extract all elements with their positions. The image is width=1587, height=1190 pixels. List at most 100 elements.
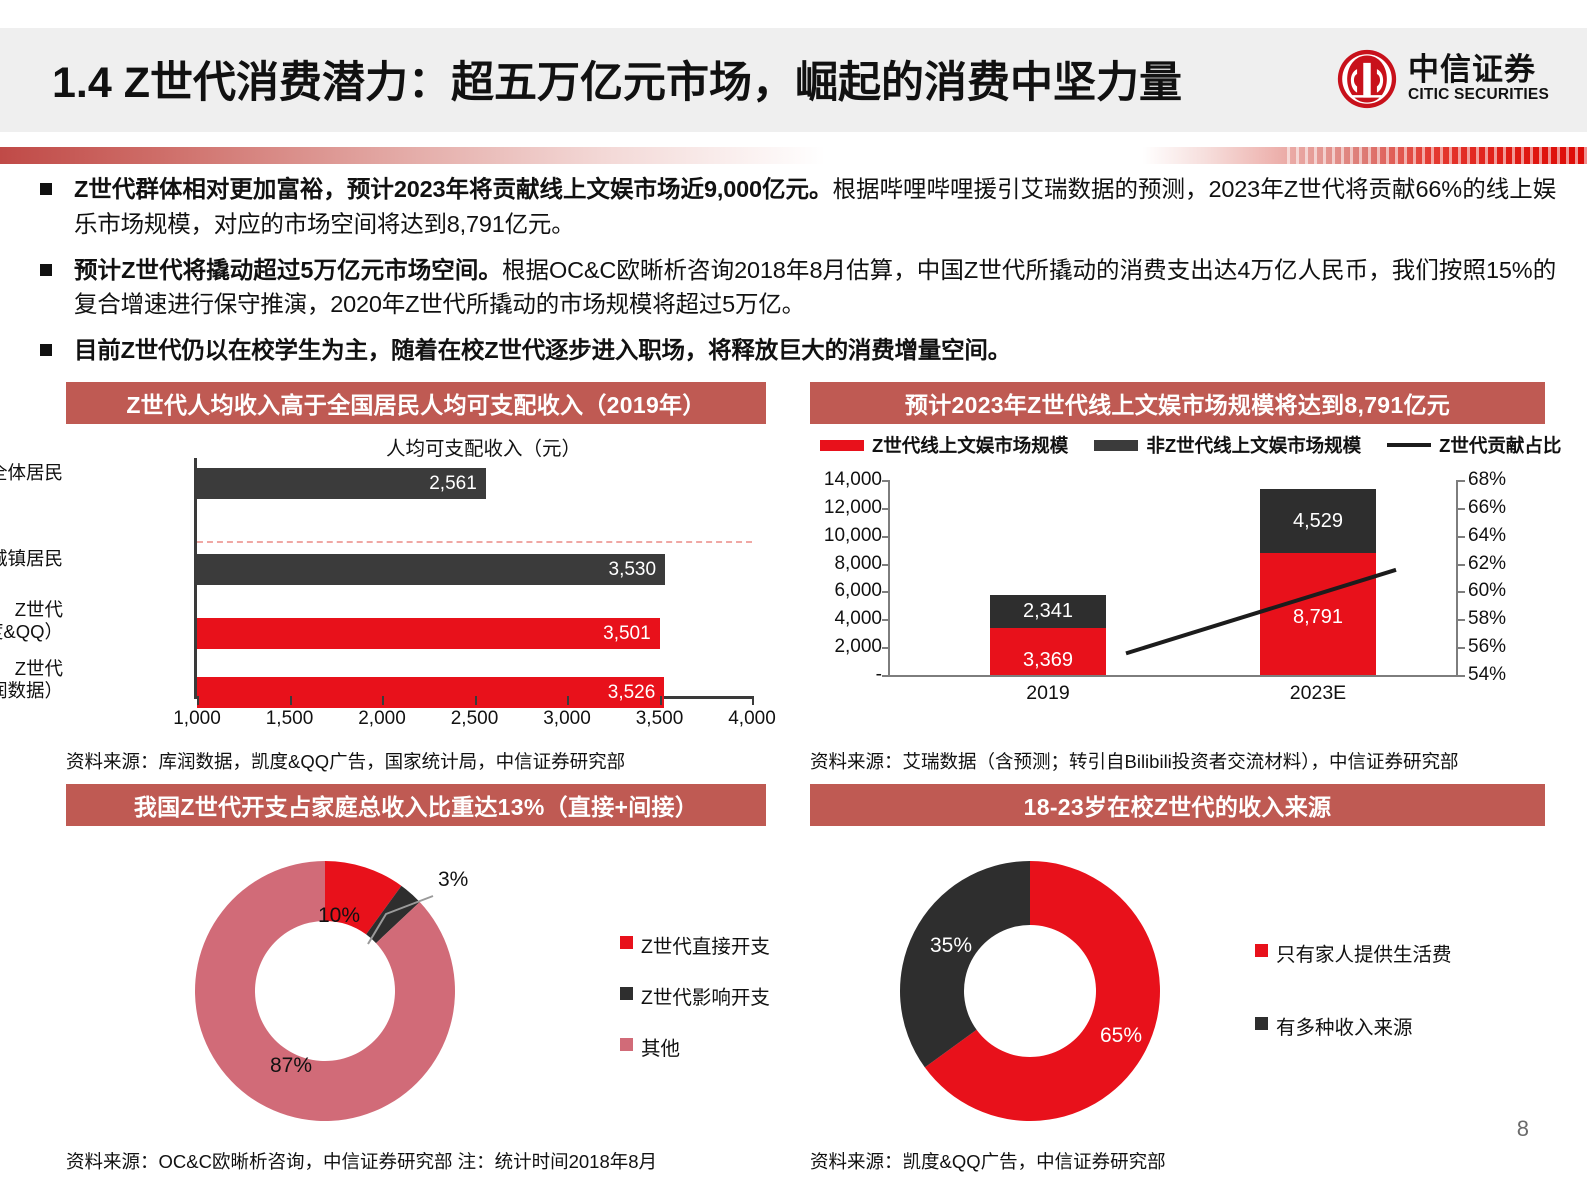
chart1-bar: 3,526 [197, 677, 665, 708]
chart1-x-tick-label: 3,000 [543, 708, 591, 729]
chart1-category-label: Z世代（凯度&QQ） [0, 599, 63, 642]
donut-slice [325, 861, 402, 935]
chart-spend-donut-legend: Z世代直接开支 Z世代影响开支 其他 [620, 930, 770, 1083]
citic-logo-text: 中信证券 CITIC SECURITIES [1408, 53, 1549, 104]
chart1-x-tick [289, 696, 292, 705]
donut-slice [900, 861, 1030, 1068]
legend-label: Z世代线上文娱市场规模 [872, 435, 1069, 456]
chart2-y2-tick [1458, 675, 1465, 677]
legend-swatch-dark-icon [1094, 439, 1139, 451]
chart1-bar: 3,530 [197, 554, 666, 585]
citic-logo-en: CITIC SECURITIES [1408, 86, 1549, 104]
source-income-bar: 资料来源：库润数据，凯度&QQ广告，国家统计局，中信证券研究部 [66, 751, 626, 772]
chart2-y2-axis [1456, 480, 1458, 675]
panel-title-income-bar: Z世代人均收入高于全国居民人均可支配收入（2019年） [66, 382, 766, 424]
donut-value-label: 35% [930, 934, 973, 957]
chart-income-source-donut-legend: 只有家人提供生活费 有多种收入来源 [1255, 938, 1452, 1062]
chart1-axis-title: 人均可支配收入（元） [386, 438, 582, 460]
chart1-x-tick [474, 696, 477, 705]
legend-label: Z世代贡献占比 [1439, 435, 1562, 456]
bullet-text: 目前Z世代仍以在校学生为主，随着在校Z世代逐步进入职场，将释放巨大的消费增量空间… [74, 333, 1011, 368]
chart1-x-tick [659, 696, 662, 705]
chart2-x-tick-label: 2023E [1289, 682, 1347, 704]
chart2-y-tick [882, 591, 889, 594]
legend-item-family-only: 只有家人提供生活费 [1255, 938, 1452, 967]
chart1-category-label: 全体居民 [0, 462, 63, 483]
chart2-y2-tick-label: 56% [1468, 636, 1507, 658]
panel-title-spend-donut: 我国Z世代开支占家庭总收入比重达13%（直接+间接） [66, 784, 766, 826]
chart2-bar-segment-nonz: 2,341 [990, 595, 1106, 629]
bullet-bold: 目前Z世代仍以在校学生为主，随着在校Z世代逐步进入职场，将释放巨大的消费增量空间… [74, 337, 1012, 364]
chart1-x-tick [382, 696, 384, 705]
chart1-bar-value: 3,530 [608, 558, 657, 580]
legend-item-z-online: Z世代线上文娱市场规模 [820, 432, 1068, 458]
chart2-y-tick [882, 507, 889, 510]
legend-item-influenced-spend: Z世代影响开支 [620, 981, 770, 1010]
chart2-y-tick-label: 8,000 [834, 552, 882, 574]
legend-swatch-pink-icon [620, 1038, 633, 1051]
chart2-y-tick-label: 14,000 [823, 469, 882, 490]
chart2-y2-tick-label: 54% [1468, 664, 1507, 685]
chart2-y2-tick-label: 64% [1468, 524, 1507, 546]
chart2-legend: Z世代线上文娱市场规模 非Z世代线上文娱市场规模 Z世代贡献占比 [820, 432, 1561, 458]
chart2-x-tick-label: 2019 [1026, 682, 1070, 704]
legend-label: 其他 [641, 1038, 681, 1060]
chart2-y-tick [882, 647, 889, 650]
chart2-y2-tick [1458, 591, 1465, 594]
bullet-bold: 预计Z世代将撬动超过5万亿元市场空间。 [74, 256, 502, 283]
accent-band [0, 147, 1587, 164]
legend-swatch-line-icon [1387, 443, 1432, 447]
source-spend-donut: 资料来源：OC&C欧晰析咨询，中信证券研究部 注：统计时间2018年8月 [66, 1151, 658, 1172]
bullet-bold: Z世代群体相对更加富裕，预计2023年将贡献线上文娱市场近9,000亿元。 [74, 176, 833, 202]
chart2-y2-tick [1458, 563, 1465, 566]
chart1-bar-value: 3,526 [607, 681, 656, 703]
legend-item-z-share: Z世代贡献占比 [1387, 432, 1561, 458]
donut-svg [194, 861, 455, 1121]
legend-item-direct-spend: Z世代直接开支 [620, 930, 770, 959]
chart1-reference-line [197, 541, 752, 543]
bullet-rest: 根据OC&C欧晰析咨询2018年8月估算，中国Z世代所撬动的消费支出达4万亿人民… [74, 256, 1557, 318]
chart2-y-tick-label: 4,000 [834, 608, 882, 630]
bullet-marker-icon [40, 263, 52, 276]
legend-swatch-dark-icon [1255, 1017, 1268, 1030]
legend-label: 有多种收入来源 [1276, 1017, 1413, 1039]
page-title: 1.4 Z世代消费潜力：超五万亿元市场，崛起的消费中坚力量 [52, 59, 1182, 107]
legend-label: Z世代影响开支 [641, 987, 770, 1009]
donut-value-label: 3% [438, 868, 469, 891]
chart2-bar-segment-z: 8,791 [1260, 552, 1376, 675]
chart2-y-tick [882, 675, 889, 677]
chart2-y-tick [882, 619, 889, 622]
bullet-rest: 根据哔哩哔哩援引艾瑞数据的预测，2023年Z世代将贡献66%的线上娱乐市场规模，… [74, 176, 1556, 237]
page-number: 8 [1516, 1116, 1529, 1141]
legend-label: 非Z世代线上文娱市场规模 [1146, 435, 1362, 456]
chart2-plot-area: 3,369 2,341 8,791 4,529 [888, 480, 1458, 675]
chart1-x-tick-label: 3,500 [635, 708, 684, 729]
chart1-x-tick [752, 696, 754, 705]
chart-spend-donut: 10% 3% 87% [190, 856, 490, 1126]
legend-swatch-dark-icon [620, 987, 633, 1000]
chart-income-bar: 人均可支配收入（元） 2,561 3,530 3,501 3,526 全体居民城镇居民… [0, 432, 776, 732]
donut-value-label: 65% [1100, 1024, 1143, 1047]
chart2-y-axis [888, 480, 890, 675]
chart2-bar-segment-nonz: 4,529 [1260, 489, 1376, 553]
chart2-bar-segment-z: 3,369 [990, 628, 1106, 675]
chart1-y-axis [194, 458, 197, 696]
chart2-y-tick-label: 6,000 [834, 580, 882, 602]
chart2-segment-value: 4,529 [1292, 509, 1344, 532]
chart1-bar-value: 3,501 [603, 622, 651, 644]
chart1-category-label: 城镇居民 [0, 548, 63, 569]
chart2-y2-tick-label: 66% [1468, 496, 1507, 518]
donut-slice [194, 861, 455, 1121]
chart-market-column: Z世代线上文娱市场规模 非Z世代线上文娱市场规模 Z世代贡献占比 3,369 2,… [810, 432, 1561, 732]
citic-logo-mark-icon [1337, 49, 1397, 109]
chart2-segment-value: 2,341 [1022, 600, 1074, 623]
chart2-y2-tick [1458, 619, 1465, 622]
legend-swatch-red-icon [1255, 944, 1268, 957]
chart1-bar-value: 2,561 [429, 472, 477, 494]
chart2-y2-tick-label: 58% [1468, 608, 1507, 630]
bullet-list: Z世代群体相对更加富裕，预计2023年将贡献线上文娱市场近9,000亿元。根据哔… [36, 172, 1556, 379]
legend-item-multiple-sources: 有多种收入来源 [1255, 1011, 1452, 1040]
chart1-bar: 3,501 [197, 618, 660, 649]
chart2-y2-tick-label: 68% [1468, 469, 1507, 490]
chart2-y2-tick-label: 60% [1468, 580, 1507, 602]
